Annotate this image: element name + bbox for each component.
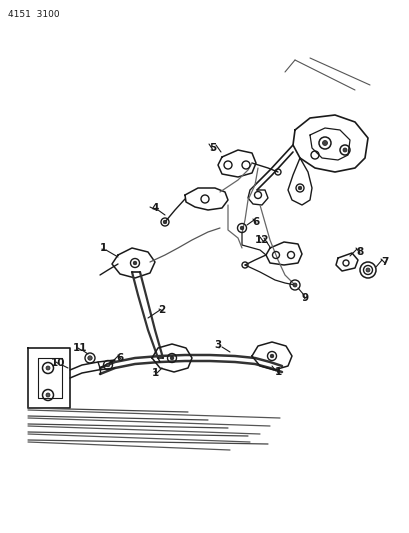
Circle shape — [270, 354, 273, 358]
Text: 10: 10 — [51, 358, 65, 368]
Text: 8: 8 — [355, 247, 363, 257]
Circle shape — [240, 226, 243, 230]
Text: 11: 11 — [72, 343, 87, 353]
Circle shape — [46, 366, 50, 370]
Circle shape — [342, 148, 346, 152]
Text: 4: 4 — [151, 203, 158, 213]
Text: 9: 9 — [301, 293, 308, 303]
Text: 7: 7 — [380, 257, 388, 267]
Text: 6: 6 — [252, 217, 259, 227]
Text: 2: 2 — [158, 305, 165, 315]
Circle shape — [133, 261, 137, 265]
Text: 12: 12 — [254, 235, 269, 245]
Circle shape — [292, 283, 296, 287]
Circle shape — [365, 268, 369, 272]
Circle shape — [163, 220, 166, 224]
Circle shape — [106, 363, 110, 367]
Text: 4151  3100: 4151 3100 — [8, 10, 59, 19]
Circle shape — [46, 393, 50, 397]
Circle shape — [297, 186, 301, 190]
Circle shape — [322, 141, 327, 146]
Circle shape — [88, 356, 92, 360]
Text: 1: 1 — [274, 367, 281, 377]
Circle shape — [170, 356, 173, 360]
Text: 5: 5 — [209, 143, 216, 153]
Text: 3: 3 — [214, 340, 221, 350]
Text: 1: 1 — [151, 368, 158, 378]
Text: 6: 6 — [116, 353, 124, 363]
Text: 1: 1 — [99, 243, 106, 253]
